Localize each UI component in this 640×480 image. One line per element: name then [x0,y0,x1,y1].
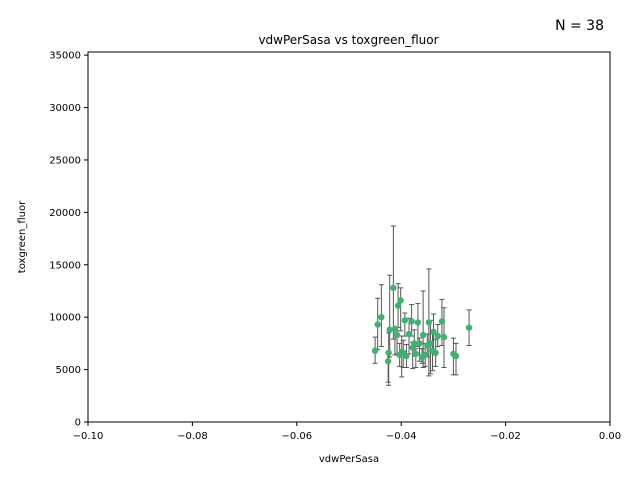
data-point [430,328,437,336]
data-point [411,340,418,347]
errorbar [398,287,404,332]
data-point [434,332,441,340]
sample-count-annotation: N = 38 [555,18,604,34]
x-tick-label: −0.10 [73,431,104,442]
y-tick-label: 5000 [56,365,81,376]
errorbar [402,312,408,337]
data-point [452,352,460,360]
y-tick-label: 15000 [49,260,81,271]
chart-title: vdwPerSasa vs toxgreen_fluor [258,33,438,47]
data-point [412,350,420,358]
data-point [378,313,385,321]
data-point [390,284,397,292]
data-point [374,321,381,328]
y-tick-label: 35000 [49,51,81,62]
errorbar [387,274,393,358]
x-axis: −0.10 −0.08 −0.06 −0.04 −0.02 0.00 [73,422,621,442]
data-point [414,319,422,326]
data-point [419,331,427,339]
plot-area-frame [87,51,611,423]
y-tick-label: 20000 [49,208,81,219]
data-point [440,333,448,341]
data-point [405,330,413,338]
y-tick-label: 25000 [49,155,81,166]
y-tick-label: 30000 [49,103,81,114]
y-tick-label: 10000 [49,313,81,324]
x-tick-label: −0.02 [490,431,521,442]
y-axis-label: toxgreen_fluor [17,200,28,273]
data-point [408,318,415,325]
x-tick-label: 0.00 [599,431,621,442]
x-axis-label: vdwPerSasa [319,454,379,465]
data-point [385,349,392,357]
data-point [391,325,399,332]
data-point [397,297,404,304]
data-point [425,319,433,326]
points-layer [371,284,473,365]
data-point [416,340,423,347]
y-axis: 0 5000 10000 15000 20000 25000 30000 35000 [49,51,88,429]
data-point [432,349,439,357]
x-tick-label: −0.04 [386,431,417,442]
y-tick-label: 0 [75,418,81,429]
x-tick-label: −0.06 [281,431,312,442]
data-point [438,318,446,325]
data-point [465,324,473,331]
data-point [384,358,392,365]
data-point [394,302,402,309]
data-point [393,331,401,339]
x-tick-label: −0.08 [177,431,208,442]
data-point [386,326,393,333]
data-point [403,352,410,360]
data-point [427,340,434,347]
errorbar [390,225,396,340]
data-point [401,317,409,324]
data-point [371,347,379,354]
data-point [422,351,429,359]
